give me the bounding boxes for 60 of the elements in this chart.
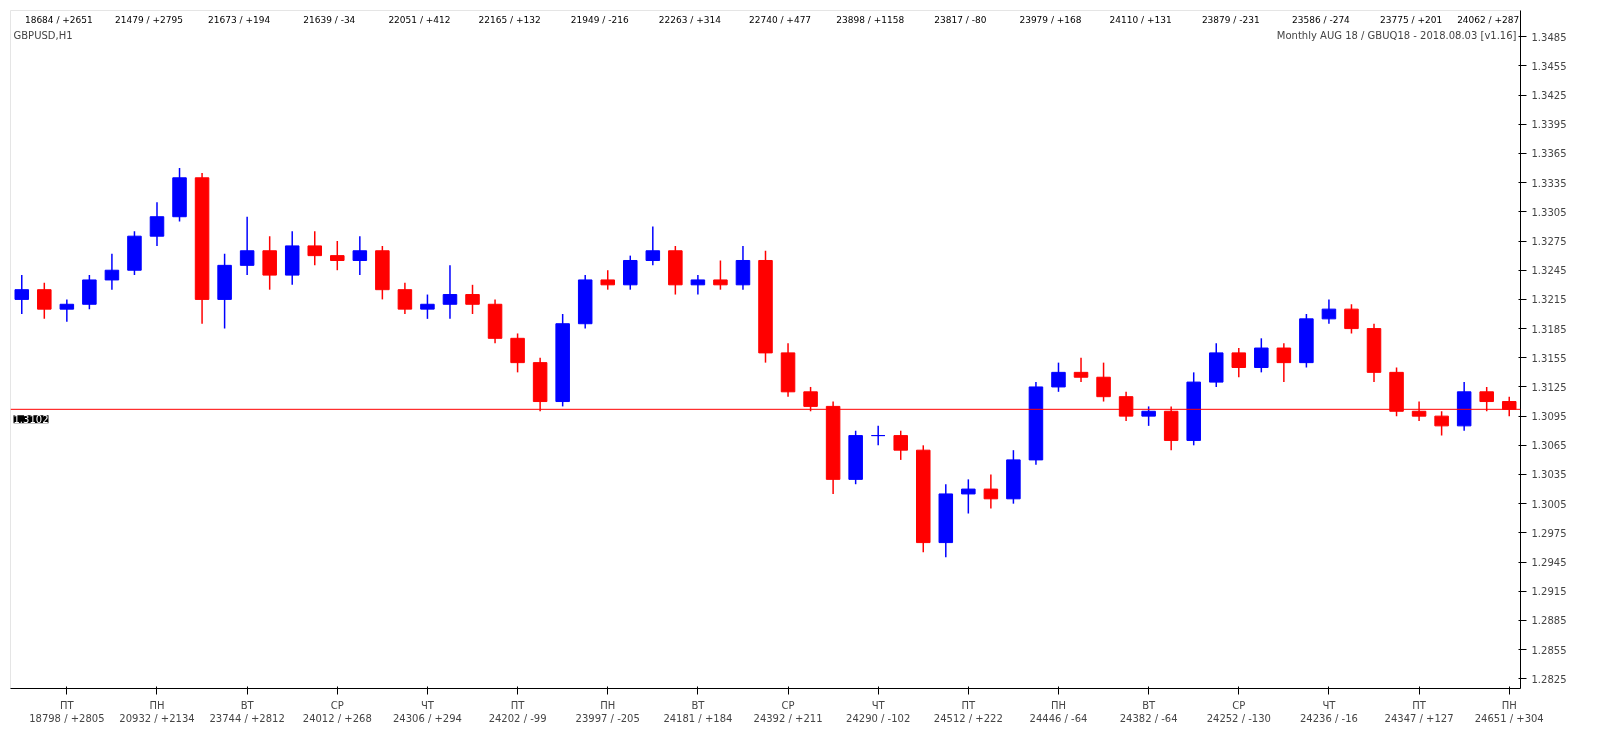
y-tick-label: 1.3245	[1531, 265, 1567, 277]
y-tick-label: 1.2975	[1531, 527, 1567, 539]
y-tick-label: 1.3335	[1531, 177, 1567, 189]
annotation: 21673 / +194	[208, 14, 271, 25]
y-tick-label: 1.3185	[1531, 323, 1567, 335]
annotation: 21479 / +2795	[115, 14, 183, 25]
annotation: 23817 / -80	[934, 14, 987, 25]
x-tick-label: ВТ 23744 / +2812	[209, 699, 285, 724]
x-tick-label: ПН 24446 / -64	[1029, 699, 1088, 724]
y-tick-label: 1.3365	[1531, 148, 1567, 160]
annotation: 24110 / +131	[1109, 14, 1172, 25]
y-tick-label: 1.3455	[1531, 60, 1567, 72]
y-tick-label: 1.3035	[1531, 469, 1567, 481]
y-tick-label: 1.2885	[1531, 615, 1567, 627]
x-tick-label: СР 24252 / -130	[1206, 699, 1271, 724]
y-tick-label: 1.2855	[1531, 644, 1567, 656]
x-tick-label: ЧТ 24306 / +294	[392, 699, 462, 724]
x-tick-label: СР 24012 / +268	[302, 699, 372, 724]
text: Monthly AUG 18 / GBUQ18 - 2018.08.03 [v1.16]	[1276, 29, 1517, 41]
y-tick-label: 1.3425	[1531, 90, 1567, 102]
y-tick-label: 1.2825	[1531, 673, 1567, 685]
annotation: 23586 / -274	[1292, 14, 1351, 25]
x-tick-label: ПТ 24347 / +127	[1384, 699, 1454, 724]
y-tick-label: 1.2945	[1531, 557, 1567, 569]
y-tick-label: 1.2915	[1531, 586, 1567, 598]
y-tick-label: 1.3395	[1531, 119, 1567, 131]
y-tick-label: 1.3125	[1531, 381, 1567, 393]
y-tick-label: 1.3095	[1531, 411, 1567, 423]
y-tick-label: 1.3215	[1531, 294, 1567, 306]
annotation: 24062 / +287	[1457, 14, 1520, 25]
y-tick-label: 1.3005	[1531, 498, 1567, 510]
annotation: 18684 / +2651	[24, 14, 93, 25]
x-tick-label: ПТ 24202 / -99	[488, 699, 547, 724]
x-tick-label: ВТ 24181 / +184	[663, 699, 733, 724]
annotation: 22051 / +412	[388, 14, 451, 25]
annotation: 22165 / +132	[478, 14, 541, 25]
x-tick-label: ПН 20932 / +2134	[119, 699, 195, 724]
y-tick-label: 1.3305	[1531, 206, 1567, 218]
annotation: 23979 / +168	[1019, 14, 1082, 25]
ref-line-label: 1.3102	[13, 414, 49, 426]
y-tick-label: 1.3065	[1531, 440, 1567, 452]
annotation: 22740 / +477	[748, 14, 812, 25]
x-tick-label: ПН 23997 / -205	[575, 699, 640, 724]
annotation: 23775 / +201	[1380, 14, 1443, 25]
x-tick-label: ПТ 24512 / +222	[933, 699, 1003, 724]
x-tick-label: ЧТ 24236 / -16	[1300, 699, 1358, 724]
annotation: 22263 / +314	[658, 14, 722, 25]
y-tick-label: 1.3485	[1531, 31, 1567, 43]
y-tick-label: 1.3275	[1531, 236, 1567, 248]
text: GBPUSD,H1	[13, 29, 73, 41]
annotation: 23898 / +1158	[836, 14, 905, 25]
annotation: 21639 / -34	[303, 14, 356, 25]
annotation: 21949 / -216	[570, 14, 629, 25]
x-tick-label: ПН 24651 / +304	[1474, 699, 1544, 724]
x-tick-label: ПТ 18798 / +2805	[29, 699, 105, 724]
x-tick-label: ВТ 24382 / -64	[1119, 699, 1178, 724]
y-tick-label: 1.3155	[1531, 352, 1567, 364]
annotation: 23879 / -231	[1201, 14, 1260, 25]
x-tick-label: ЧТ 24290 / -102	[846, 699, 911, 724]
x-tick-label: СР 24392 / +211	[753, 699, 823, 724]
